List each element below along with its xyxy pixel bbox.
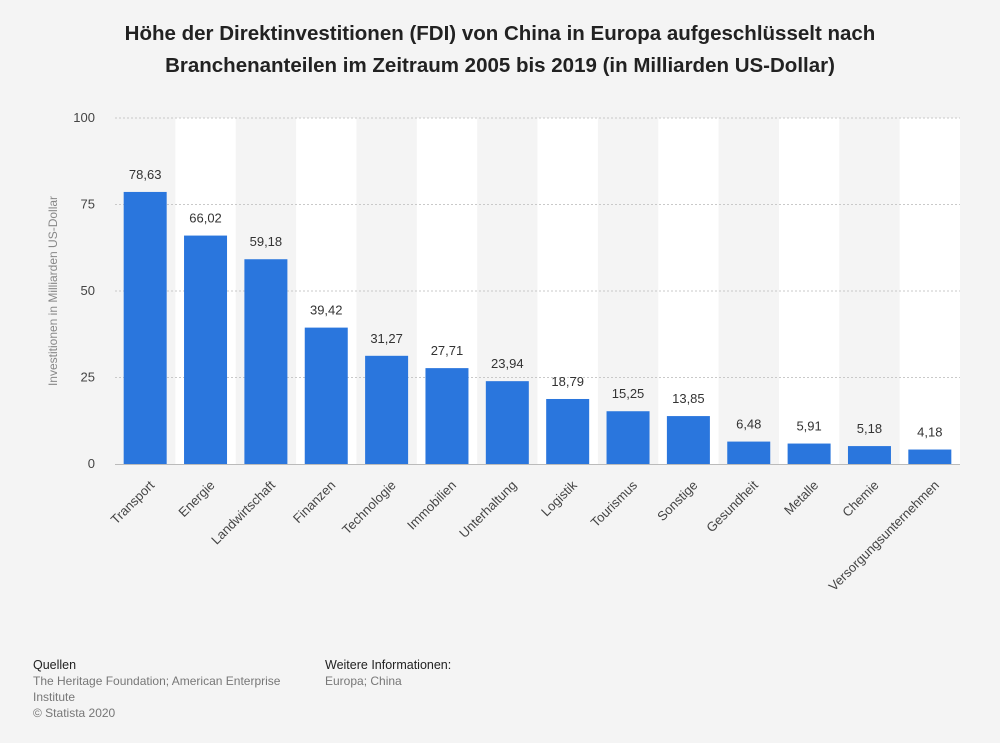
y-tick-label: 75 — [81, 197, 95, 212]
sources-text: The Heritage Foundation; American Enterp… — [33, 674, 281, 704]
y-tick-label: 0 — [88, 456, 95, 471]
more-info-text: Europa; China — [325, 674, 402, 688]
y-axis-ticks: 0 25 50 75 100 — [73, 110, 95, 471]
value-label: 59,18 — [250, 234, 283, 249]
value-label: 4,18 — [917, 425, 942, 440]
y-tick-label: 25 — [81, 370, 95, 385]
bar-energie — [184, 235, 228, 464]
chart-title: Höhe der Direktinvestitionen (FDI) von C… — [40, 18, 960, 82]
bar-sonstige — [666, 416, 710, 464]
value-label: 31,27 — [370, 331, 403, 346]
more-info-block: Weitere Informationen: Europa; China — [325, 657, 585, 689]
x-tick-label: Sonstige — [654, 478, 700, 524]
value-label: 23,94 — [491, 356, 524, 371]
bar-versorgungsunternehmen — [908, 449, 952, 464]
column-band — [899, 118, 960, 464]
x-tick-label: Immobilien — [404, 478, 459, 533]
x-tick-label: Technologie — [339, 478, 399, 538]
value-label: 13,85 — [672, 391, 705, 406]
bar-logistik — [546, 398, 590, 464]
x-tick-label: Landwirtschaft — [208, 477, 278, 547]
x-tick-label: Gesundheit — [703, 477, 761, 535]
chart-title-line-2: Branchenanteilen im Zeitraum 2005 bis 20… — [165, 54, 835, 77]
bar-transport — [123, 191, 167, 465]
bars — [123, 191, 952, 465]
value-labels: 78,63 66,02 59,18 39,42 31,27 27,71 23,94 18,79… — [129, 167, 943, 440]
bar-finanzen — [304, 327, 348, 464]
x-tick-label: Versorgungsunternehmen — [826, 478, 942, 594]
x-tick-label: Metalle — [781, 478, 821, 518]
value-label: 6,48 — [736, 417, 761, 432]
bar-metalle — [787, 443, 831, 464]
bar-chemie — [847, 446, 891, 464]
sources-block: Quellen The Heritage Foundation; America… — [33, 657, 303, 721]
value-label: 78,63 — [129, 167, 162, 182]
value-label: 66,02 — [189, 211, 222, 226]
x-tick-label: Chemie — [839, 478, 881, 520]
y-tick-label: 100 — [73, 110, 95, 125]
bar-chart: 0 25 50 75 100 Investitionen in Milliarden U… — [46, 110, 960, 594]
bar-technologie — [365, 355, 409, 464]
bar-unterhaltung — [485, 381, 529, 464]
bar-tourismus — [606, 411, 650, 464]
y-axis-label: Investitionen in Milliarden US-Dollar — [46, 196, 60, 386]
x-tick-label: Finanzen — [290, 478, 338, 526]
value-label: 18,79 — [551, 374, 584, 389]
x-tick-label: Energie — [175, 478, 217, 520]
bar-gesundheit — [727, 441, 771, 464]
x-tick-label: Logistik — [538, 477, 580, 519]
value-label: 27,71 — [431, 343, 464, 358]
chart-title-line-1: Höhe der Direktinvestitionen (FDI) von C… — [124, 22, 876, 45]
value-label: 15,25 — [612, 386, 645, 401]
x-tick-label: Tourismus — [588, 477, 641, 530]
more-info-heading: Weitere Informationen: — [325, 658, 452, 672]
sources-heading: Quellen — [33, 658, 77, 672]
copyright: © Statista 2020 — [33, 706, 116, 720]
y-tick-label: 50 — [81, 283, 95, 298]
value-label: 39,42 — [310, 303, 343, 318]
x-tick-label: Unterhaltung — [456, 478, 519, 541]
bar-landwirtschaft — [244, 259, 288, 464]
value-label: 5,91 — [796, 419, 821, 434]
x-tick-label: Transport — [108, 477, 158, 527]
value-label: 5,18 — [857, 421, 882, 436]
bar-immobilien — [425, 368, 469, 464]
